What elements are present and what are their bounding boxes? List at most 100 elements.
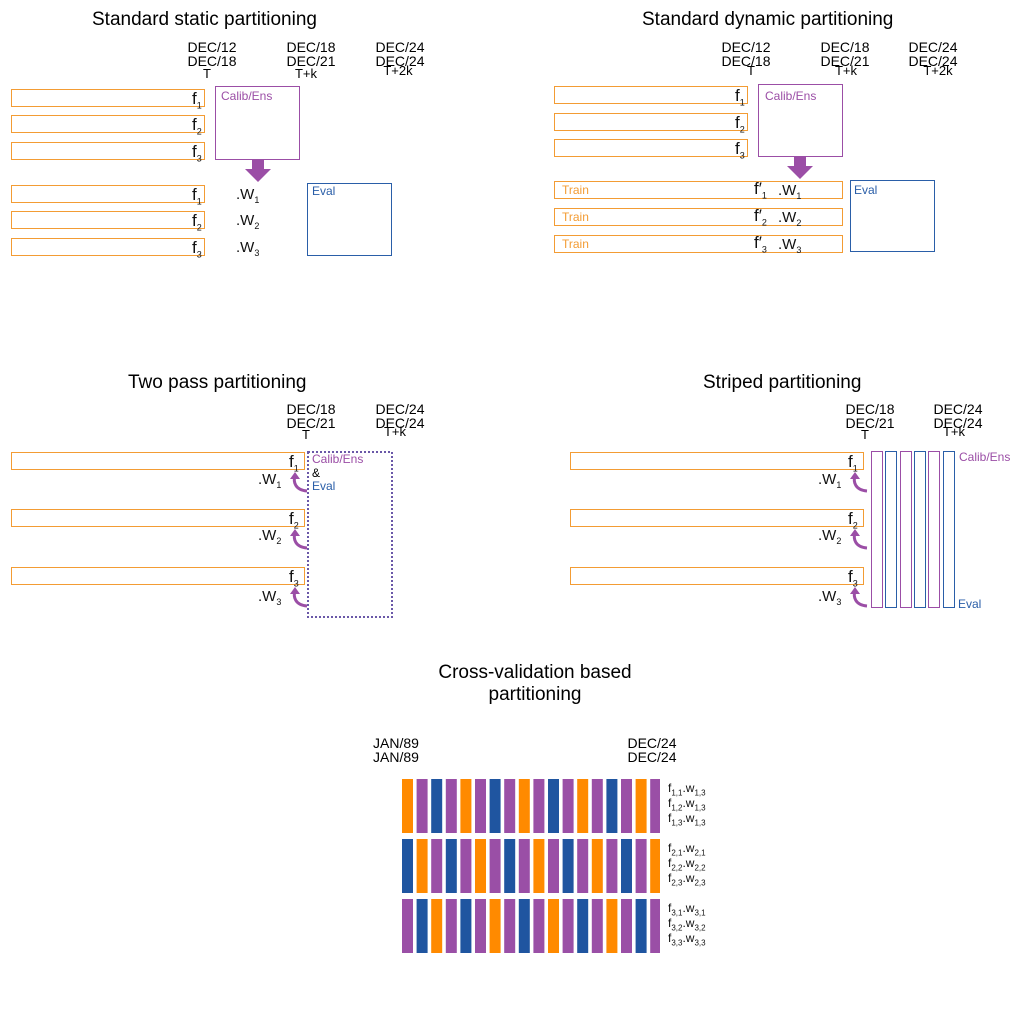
- cv-stripe: [460, 899, 472, 953]
- weight-label: .W3: [778, 236, 802, 255]
- eval-bar: [11, 238, 205, 256]
- eval-bar: [11, 211, 205, 229]
- weight-label: .W3: [236, 239, 260, 258]
- retrain-bar: [554, 181, 843, 199]
- date-label: JAN/89 JAN/89: [373, 735, 419, 765]
- cv-stripe: [431, 779, 443, 833]
- cv-stripe: [533, 839, 545, 893]
- weight-label: .W2: [236, 212, 260, 231]
- striped-title: Striped partitioning: [703, 372, 862, 393]
- date-label: DEC/24 DEC/24: [375, 39, 425, 69]
- train-bar: [11, 115, 205, 133]
- model-label: f3: [289, 567, 299, 589]
- time-label: T+k: [834, 63, 858, 78]
- cv-model-weight-label: f2,2.w2,2: [668, 856, 706, 873]
- cv-stripe: [416, 899, 428, 953]
- train-bar: [570, 452, 864, 470]
- eval-label: Eval: [854, 183, 878, 197]
- date-label: DEC/24 DEC/24: [627, 735, 677, 765]
- cv-stripe: [475, 779, 486, 833]
- cv-model-weight-label: f3,3.w3,3: [668, 931, 706, 948]
- cv-stripe: [621, 779, 632, 833]
- curved-arrow-icon: [850, 529, 868, 550]
- time-label: T+k: [383, 424, 407, 439]
- cv-model-weight-label: f1,2.w1,3: [668, 796, 706, 813]
- model-label: f1: [848, 452, 858, 474]
- cv-stripe: [591, 779, 603, 833]
- model-label: f1: [192, 89, 202, 111]
- model-label: f1: [735, 86, 745, 108]
- train-label: Train: [562, 183, 589, 197]
- eval-label: Eval: [312, 184, 336, 198]
- curved-arrow-icon: [290, 529, 308, 550]
- cv-stripe: [431, 899, 443, 953]
- retrain-bar: [554, 208, 843, 226]
- stripe-calib: [871, 451, 883, 608]
- date-label: DEC/18 DEC/21: [820, 39, 870, 69]
- train-label: Train: [562, 210, 589, 224]
- calib-label: Calib/Ens: [312, 452, 364, 466]
- train-bar: [11, 509, 305, 527]
- cv-stripe: [562, 899, 574, 953]
- eval-label: Eval: [958, 597, 982, 611]
- cv-stripe: [606, 779, 618, 833]
- date-label: DEC/24 DEC/24: [933, 401, 983, 431]
- twopass-title: Two pass partitioning: [128, 372, 307, 393]
- train-bar: [11, 89, 205, 107]
- model-label: f2: [848, 509, 858, 531]
- curved-arrow-icon: [850, 587, 868, 608]
- calib-label: Calib/Ens: [765, 89, 817, 103]
- cv-stripe: [445, 899, 457, 953]
- stripe-calib: [900, 451, 912, 608]
- cv-stripe: [548, 899, 559, 953]
- model-label: f2: [192, 115, 202, 137]
- retrain-bar: [554, 235, 843, 253]
- date-label: DEC/18 DEC/21: [845, 401, 895, 431]
- weight-label: .W1: [236, 186, 260, 205]
- cv-stripe: [445, 839, 457, 893]
- retrained-model-label: f′2: [754, 206, 767, 228]
- cv-stripe: [650, 899, 660, 953]
- cv-stripe: [650, 839, 660, 893]
- train-bar: [554, 86, 748, 104]
- cv-stripe: [518, 839, 530, 893]
- eval-label: Eval: [312, 479, 336, 493]
- train-bar: [570, 509, 864, 527]
- cv-stripes: [402, 779, 660, 953]
- weight-label: .W1: [818, 471, 842, 490]
- weight-label: .W1: [258, 471, 282, 490]
- cv-stripe: [431, 839, 443, 893]
- train-label: Train: [562, 237, 589, 251]
- cv-stripe: [577, 779, 589, 833]
- cv-model-weight-label: f2,1.w2,1: [668, 841, 706, 858]
- curved-arrow-icon: [290, 472, 308, 493]
- cv-title: Cross-validation based partitioning: [438, 662, 632, 705]
- cv-stripe: [460, 839, 472, 893]
- time-label: T+2k: [383, 63, 413, 78]
- weight-label: .W3: [258, 588, 282, 607]
- cv-model-weight-label: f3,2.w3,2: [668, 916, 706, 933]
- cv-stripe: [504, 899, 516, 953]
- cv-stripe: [606, 839, 618, 893]
- model-label: f3: [192, 142, 202, 164]
- retrained-model-label: f′1: [754, 179, 767, 201]
- cv-stripe: [591, 899, 603, 953]
- down-arrow-icon: [245, 160, 271, 182]
- cv-stripe: [518, 899, 530, 953]
- static-title: Standard static partitioning: [92, 9, 317, 30]
- curved-arrow-icon: [290, 587, 308, 608]
- cv-stripe: [606, 899, 618, 953]
- date-label: DEC/24 DEC/24: [375, 401, 425, 431]
- cv-stripe: [489, 839, 501, 893]
- cv-stripe: [621, 899, 632, 953]
- date-label: DEC/18 DEC/21: [286, 39, 336, 69]
- stripe-eval: [914, 451, 926, 608]
- calib-label: Calib/Ens: [221, 89, 273, 103]
- cv-stripe: [562, 779, 574, 833]
- curved-arrow-icon: [850, 472, 868, 493]
- model-label: f3: [735, 139, 745, 161]
- calib-box: [758, 84, 843, 157]
- train-bar: [11, 142, 205, 160]
- cv-stripe: [548, 839, 559, 893]
- cv-stripe: [402, 839, 413, 893]
